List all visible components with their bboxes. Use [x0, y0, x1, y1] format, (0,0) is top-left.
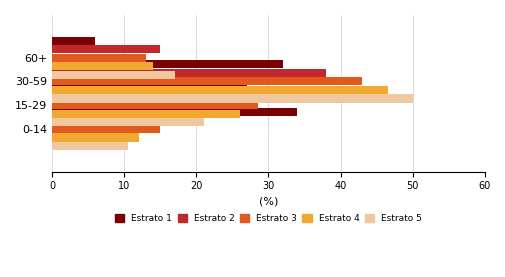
- Bar: [52, 101, 257, 109]
- Bar: [52, 110, 239, 118]
- Bar: [52, 116, 196, 124]
- Bar: [52, 71, 174, 79]
- Bar: [52, 108, 297, 116]
- Bar: [52, 54, 145, 62]
- Bar: [52, 94, 412, 102]
- Bar: [52, 69, 326, 77]
- Bar: [52, 62, 153, 70]
- Bar: [52, 93, 246, 101]
- Bar: [52, 84, 246, 92]
- Bar: [52, 77, 362, 86]
- Bar: [52, 60, 282, 68]
- Bar: [52, 45, 160, 53]
- Bar: [52, 142, 128, 150]
- Bar: [52, 37, 95, 45]
- Bar: [52, 118, 203, 126]
- Bar: [52, 134, 138, 142]
- Legend: Estrato 1, Estrato 2, Estrato 3, Estrato 4, Estrato 5: Estrato 1, Estrato 2, Estrato 3, Estrato…: [111, 211, 425, 227]
- Bar: [52, 125, 160, 133]
- X-axis label: (%): (%): [258, 197, 278, 207]
- Bar: [52, 86, 387, 94]
